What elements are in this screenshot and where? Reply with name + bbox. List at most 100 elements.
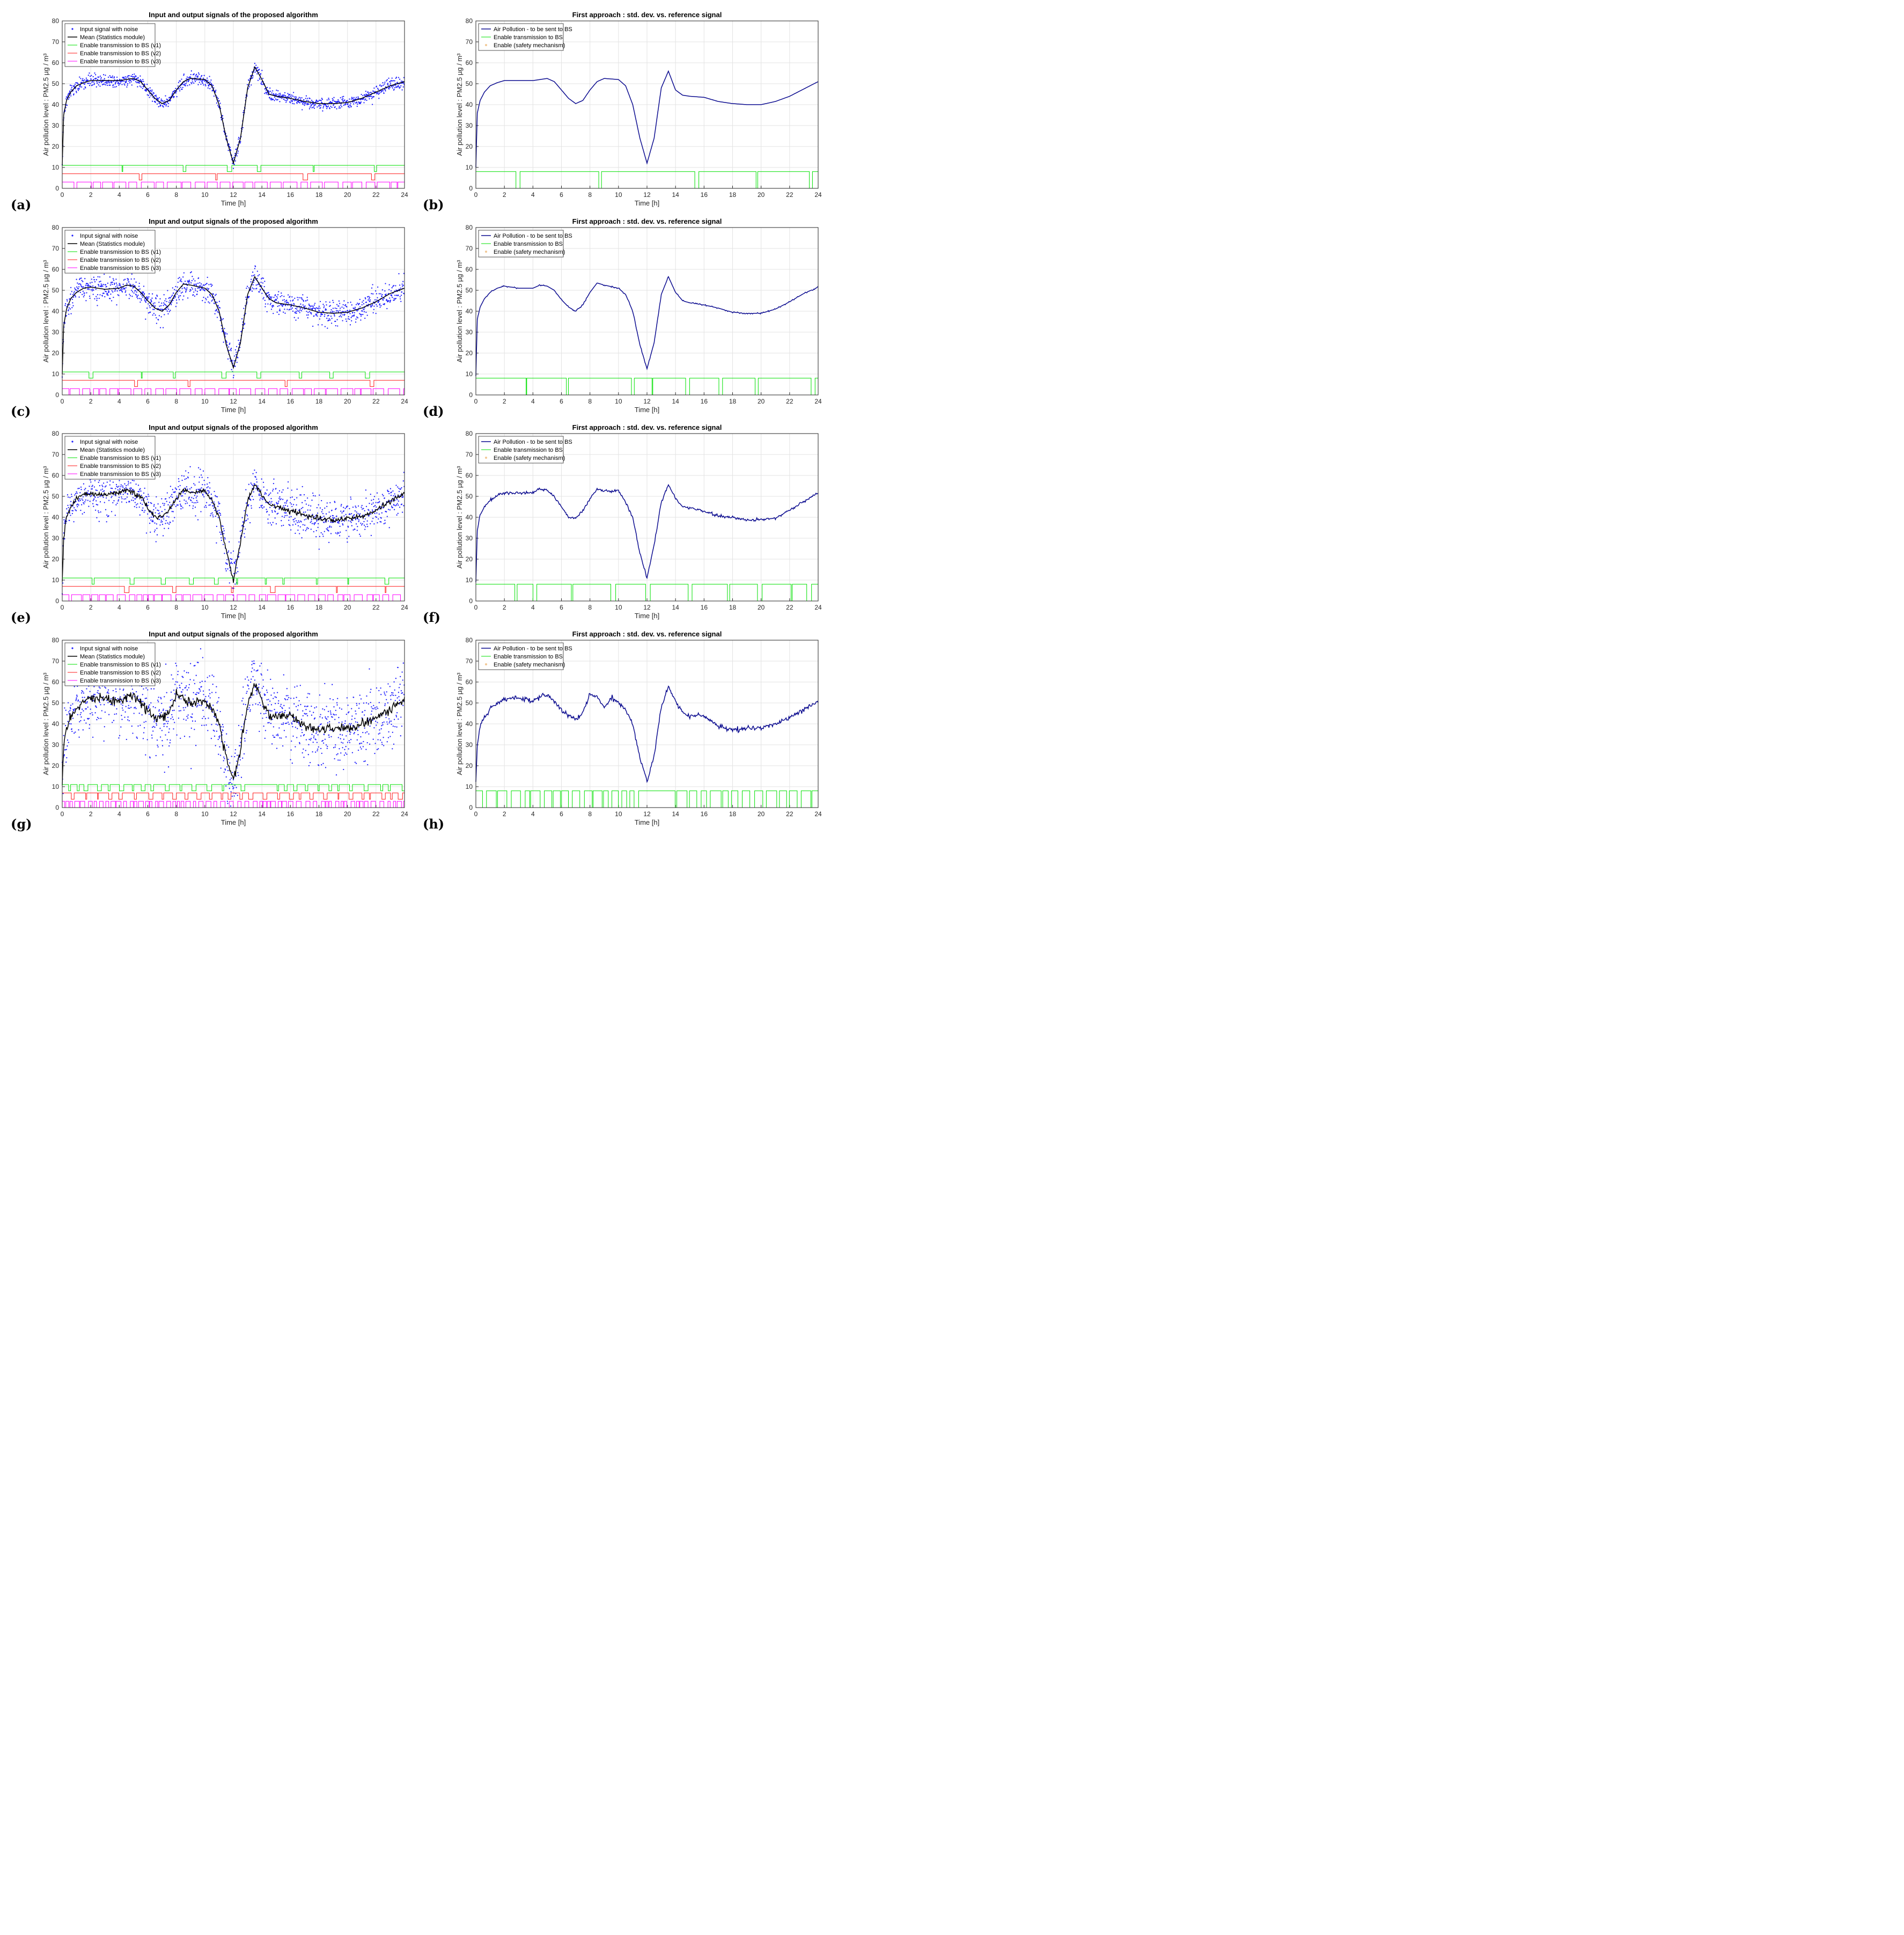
chart-g-noise-point xyxy=(240,776,242,778)
chart-e-noise-point xyxy=(116,502,118,504)
chart-e-x-tick-label: 20 xyxy=(344,604,351,611)
chart-a-noise-point xyxy=(399,78,401,80)
chart-g-noise-point xyxy=(283,722,284,724)
chart-e-noise-point xyxy=(114,515,116,516)
chart-g-noise-point xyxy=(249,710,251,712)
chart-g-noise-point xyxy=(104,704,105,706)
chart-a-noise-point xyxy=(293,103,295,105)
chart-c-noise-point xyxy=(259,291,260,293)
chart-e-x-tick-label: 18 xyxy=(315,604,323,611)
chart-a-noise-point xyxy=(120,83,121,84)
chart-e-noise-point xyxy=(100,489,102,491)
chart-e-noise-point xyxy=(314,522,317,524)
chart-g-noise-point xyxy=(204,680,206,682)
chart-e-noise-point xyxy=(214,490,215,493)
chart-g-noise-point xyxy=(143,688,144,690)
chart-c-noise-point xyxy=(363,309,365,311)
chart-c-noise-point xyxy=(273,312,274,314)
chart-a-noise-point xyxy=(222,118,224,119)
chart-a-noise-point xyxy=(256,67,258,69)
chart-c-noise-point xyxy=(302,308,303,310)
chart-e-noise-point xyxy=(231,558,233,560)
chart-e-noise-point xyxy=(358,519,360,521)
chart-e-noise-point xyxy=(150,531,151,533)
chart-g-noise-point xyxy=(302,715,304,717)
chart-e-noise-point xyxy=(286,505,289,507)
chart-c-noise-point xyxy=(204,290,205,291)
chart-g-noise-point xyxy=(155,754,157,757)
chart-c-noise-point xyxy=(208,284,210,285)
chart-g-noise-point xyxy=(327,716,329,718)
chart-e-noise-point xyxy=(68,509,70,511)
chart-g-noise-point xyxy=(300,703,302,706)
chart-c-noise-point xyxy=(235,354,237,356)
chart-c-noise-point xyxy=(79,291,81,294)
chart-c-y-tick-label: 70 xyxy=(52,245,60,252)
chart-g-noise-point xyxy=(120,703,122,705)
chart-g-noise-point xyxy=(243,753,245,755)
chart-g-noise-point xyxy=(253,663,254,664)
chart-a-x-tick-label: 16 xyxy=(287,191,295,199)
chart-g-noise-point xyxy=(115,688,117,690)
chart-a-noise-point xyxy=(383,92,385,94)
chart-g-noise-point xyxy=(129,701,131,702)
chart-e-noise-point xyxy=(146,499,148,500)
chart-a-noise-point xyxy=(282,94,284,96)
chart-a-noise-point xyxy=(371,96,372,97)
chart-g-noise-point xyxy=(185,707,186,708)
chart-e-noise-point xyxy=(333,517,335,519)
chart-e-noise-point xyxy=(364,510,365,512)
chart-g-noise-point xyxy=(121,707,123,709)
chart-e-noise-point xyxy=(329,516,332,517)
chart-g-noise-point xyxy=(234,756,236,758)
chart-a-noise-point xyxy=(72,85,74,87)
chart-c-noise-point xyxy=(295,307,297,310)
chart-g-x-tick-label: 16 xyxy=(287,810,295,818)
chart-a-x-tick-label: 4 xyxy=(117,191,121,199)
chart-c-x-tick-label: 0 xyxy=(61,398,64,405)
chart-a-noise-point xyxy=(91,75,92,76)
chart-d-legend-entry: Enable transmission to BS xyxy=(494,241,563,247)
chart-g-noise-point xyxy=(119,688,121,690)
chart-a-noise-point xyxy=(112,86,114,88)
chart-c-noise-point xyxy=(349,310,351,311)
chart-c-noise-point xyxy=(238,349,240,351)
chart-c-noise-point xyxy=(376,299,378,301)
chart-g-noise-point xyxy=(64,707,65,709)
chart-e-noise-point xyxy=(172,496,173,498)
chart-g-noise-point xyxy=(167,721,169,722)
chart-a-noise-point xyxy=(330,105,332,107)
chart-c-noise-point xyxy=(230,349,232,350)
chart-a-noise-point xyxy=(403,77,405,78)
chart-e-noise-point xyxy=(195,497,197,499)
chart-e-noise-point xyxy=(130,488,132,489)
chart-c-noise-point xyxy=(259,274,260,276)
chart-e-noise-point xyxy=(397,486,399,488)
chart-e-noise-point xyxy=(158,518,160,521)
chart-g-noise-point xyxy=(320,714,321,715)
chart-e-noise-point xyxy=(131,499,133,501)
chart-c-noise-point xyxy=(166,310,168,312)
chart-g-noise-point xyxy=(159,736,161,738)
chart-c-noise-point xyxy=(234,355,236,357)
chart-e-noise-point xyxy=(316,507,318,509)
chart-e-noise-point xyxy=(298,520,299,522)
chart-a-noise-point xyxy=(165,95,166,97)
chart-g-noise-point xyxy=(277,734,278,735)
chart-a-noise-point xyxy=(362,95,364,97)
chart-a-x-tick-label: 8 xyxy=(174,191,178,199)
chart-e-noise-point xyxy=(259,495,261,496)
chart-e-noise-point xyxy=(234,562,236,565)
chart-e-noise-point xyxy=(102,482,105,484)
chart-a-noise-point xyxy=(205,82,207,83)
chart-a-noise-point xyxy=(373,96,375,98)
chart-c-noise-point xyxy=(149,305,150,307)
chart-e-noise-point xyxy=(376,492,378,494)
chart-c-noise-point xyxy=(230,360,231,362)
chart-a-noise-point xyxy=(162,100,164,102)
chart-c-noise-point xyxy=(262,298,264,300)
chart-a-noise-point xyxy=(301,97,303,99)
chart-g-noise-point xyxy=(248,688,249,690)
chart-c-noise-point xyxy=(337,325,339,327)
chart-e-noise-point xyxy=(97,504,99,506)
